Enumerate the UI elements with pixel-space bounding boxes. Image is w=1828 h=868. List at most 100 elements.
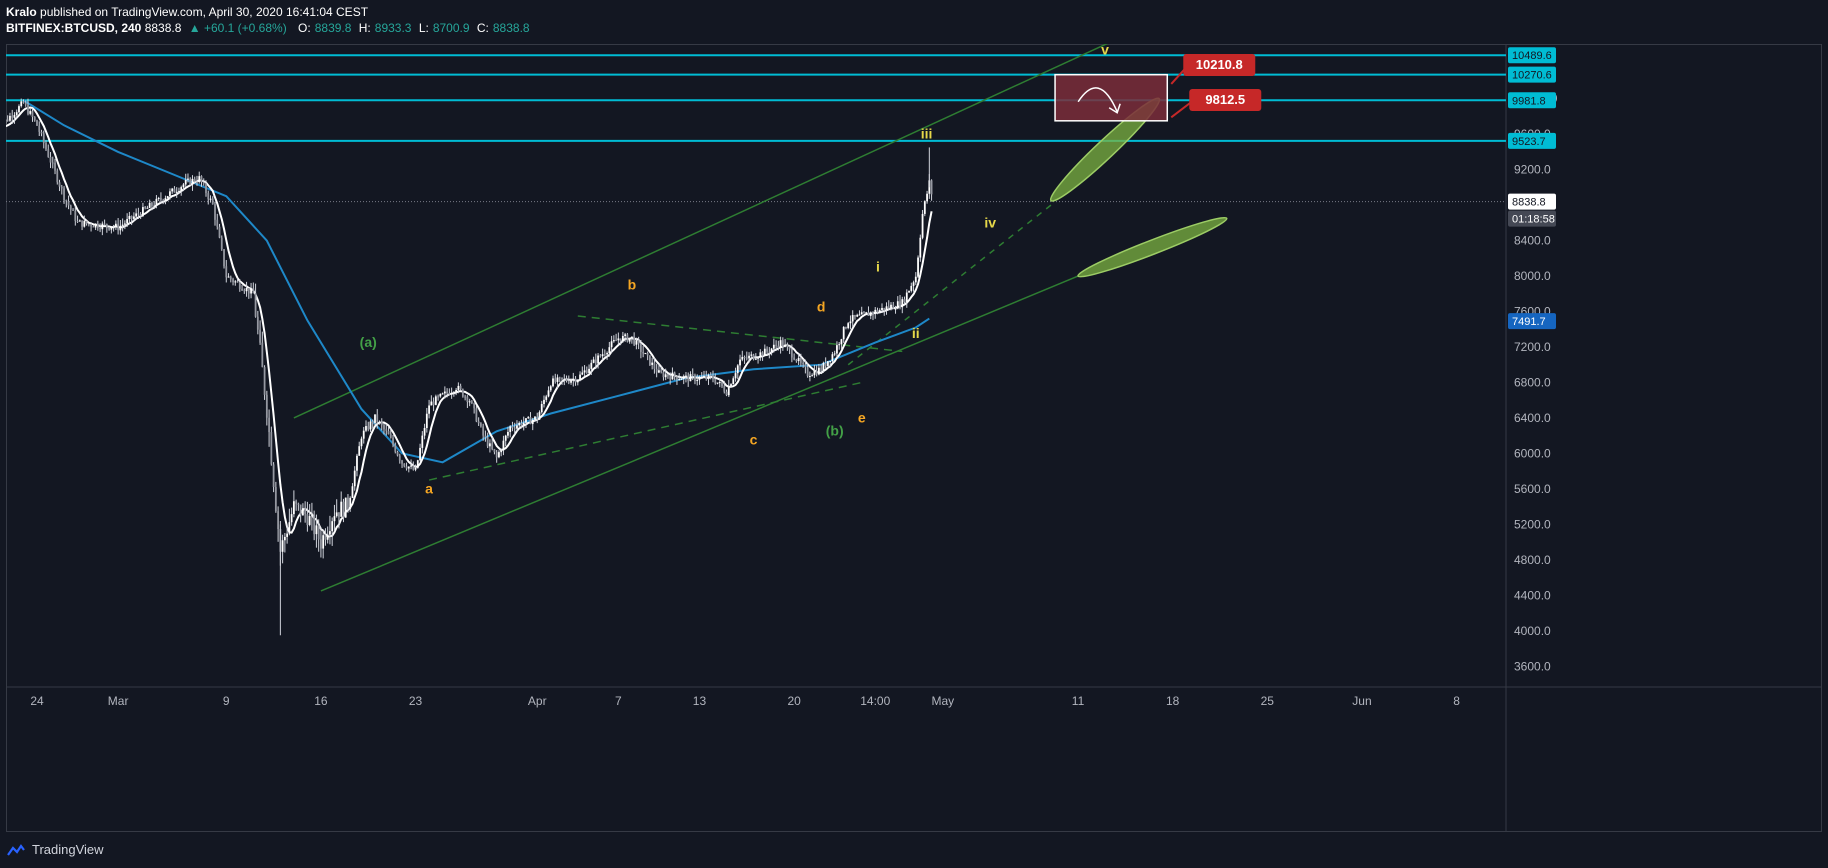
candle-body [917,257,919,277]
candle-body [885,306,888,311]
candle-body [344,497,347,518]
triangle-lower-dashed[interactable] [428,381,862,481]
candle-body [292,501,295,515]
candle-body [739,359,741,366]
tradingview-logo[interactable]: TradingView [6,842,104,857]
candle-body [250,288,252,294]
wave-label-a[interactable]: (a) [360,334,377,350]
wave-label-c[interactable]: c [750,432,758,448]
time-tick-label: 7 [615,694,622,708]
countdown-tag-text: 01:18:58 [1512,214,1555,226]
resistance-price-tag-text: 10270.6 [1512,70,1552,82]
wave-label-i[interactable]: i [876,259,880,275]
candle-body [329,531,331,535]
candle-body [18,106,20,113]
candle-body [452,392,455,394]
candle-body [727,385,730,396]
wave-label-d[interactable]: d [817,299,826,315]
candle-body [455,389,458,393]
price-tick-label: 5200.0 [1514,517,1551,531]
channel-lower-line[interactable] [320,275,1079,592]
candle-body [926,193,928,202]
candle-body [534,416,536,420]
price-tick-label: 4400.0 [1514,588,1551,602]
candle-body [200,176,203,183]
wave-label-ii[interactable]: ii [912,325,920,341]
candle-body [281,540,284,552]
candle-body [394,444,397,452]
candle-body [387,430,390,435]
author-name[interactable]: Kralo [6,5,37,19]
triangle-upper-dashed[interactable] [577,315,903,353]
candle-body [288,522,291,534]
candle-body [299,504,302,516]
candle-body [806,367,809,377]
candle-body [694,375,696,381]
candle-body [820,367,823,372]
candle-body [554,378,557,382]
candle-body [157,198,160,200]
candle-body [220,237,223,250]
candle-body [76,221,79,223]
price-tick-label: 6800.0 [1514,375,1551,389]
wave-label-b[interactable]: b [628,276,637,292]
candle-body [626,334,629,342]
candle-body [351,486,354,498]
resistance-price-tag-box[interactable] [1508,92,1556,109]
ma-price-tag-box[interactable] [1508,313,1556,330]
fast-moving-average-line[interactable] [6,106,933,538]
candle-body [356,455,358,471]
close-label: C: [476,21,489,35]
wave-label-a[interactable]: a [425,480,433,496]
candle-body [441,393,444,395]
countdown-tag-box[interactable] [1508,210,1556,227]
price-axis: 3600.0 4000.0 4400.0 4800.0 5200.0 5600.0 6000… [1508,47,1558,673]
candle-body [196,181,198,183]
resistance-price-tag-box[interactable] [1508,66,1556,83]
candle-body [899,301,901,308]
wave-label-e[interactable]: e [858,409,866,425]
time-tick-label: 25 [1261,694,1275,708]
candle-body [464,396,467,398]
candle-body [324,535,327,540]
candle-body [69,205,72,210]
wave-label-v[interactable]: v [1101,44,1109,57]
candle-body [9,115,11,121]
candle-body [878,310,881,313]
candle-body [67,201,70,206]
publish-line: Kralo published on TradingView.com, Apri… [6,4,534,20]
candle-body [775,344,777,346]
candle-body [126,219,129,224]
candle-body [218,226,221,238]
target-ellipse-lower[interactable] [1076,212,1230,283]
candle-body [601,354,604,357]
candle-body [142,207,144,217]
candle-body [682,376,685,379]
target-label-9812-box[interactable] [1189,89,1262,111]
channel-upper-line[interactable] [293,44,1132,419]
candle-body [187,178,189,180]
candle-body [272,464,275,487]
wave-label-iv[interactable]: iv [984,214,996,230]
candle-body [874,309,877,315]
candle-body [599,355,602,357]
candle-body [47,149,50,157]
price-tick-label: 8000.0 [1514,269,1551,283]
target-box[interactable] [1054,73,1169,122]
price-tick-label: 6400.0 [1514,411,1551,425]
symbol-name[interactable]: BITFINEX:BTCUSD, 240 [6,21,142,35]
resistance-price-tag-box[interactable] [1508,47,1556,64]
target-label-10210-box[interactable] [1183,54,1256,76]
current-price-tag-box[interactable] [1508,193,1556,210]
candle-body [283,536,286,541]
resistance-price-tag-box[interactable] [1508,132,1556,149]
wave-label-b[interactable]: (b) [826,423,844,439]
candle-body [105,224,108,228]
wave-label-iii[interactable]: iii [921,126,933,142]
candle-body [407,466,410,469]
candle-body [342,501,345,518]
candle-body [698,377,701,380]
time-tick-label: 18 [1166,694,1180,708]
